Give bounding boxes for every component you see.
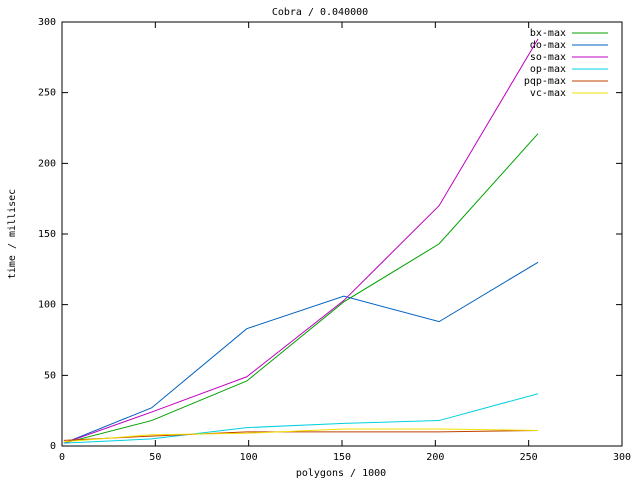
x-tick-label: 100: [240, 452, 258, 463]
x-tick-label: 50: [149, 452, 161, 463]
series-line: [63, 261, 539, 444]
x-tick-label: 150: [333, 452, 351, 463]
series-line: [63, 428, 539, 443]
y-axis-label: time / millisec: [7, 189, 18, 279]
series-line: [63, 429, 539, 441]
y-tick-label: 150: [38, 229, 56, 240]
x-tick-label: 200: [426, 452, 444, 463]
x-tick-label: 250: [520, 452, 538, 463]
series-line: [63, 133, 539, 444]
legend-label: op-max: [530, 64, 566, 75]
y-tick-label: 300: [38, 17, 56, 28]
series-line: [63, 393, 539, 444]
y-tick-label: 50: [44, 370, 56, 381]
y-tick-label: 100: [38, 300, 56, 311]
series-line: [63, 38, 539, 444]
legend-label: pqp-max: [524, 76, 566, 87]
x-axis-label: polygons / 1000: [296, 468, 386, 479]
x-tick-label: 0: [59, 452, 65, 463]
x-tick-label: 300: [613, 452, 631, 463]
legend-label: so-max: [530, 52, 566, 63]
legend-label: bx-max: [530, 28, 566, 39]
y-tick-label: 0: [50, 441, 56, 452]
legend-label: do-max: [530, 40, 566, 51]
legend-label: vc-max: [530, 88, 566, 99]
y-tick-label: 250: [38, 88, 56, 99]
chart-title: Cobra / 0.040000: [272, 7, 368, 18]
y-tick-label: 200: [38, 158, 56, 169]
